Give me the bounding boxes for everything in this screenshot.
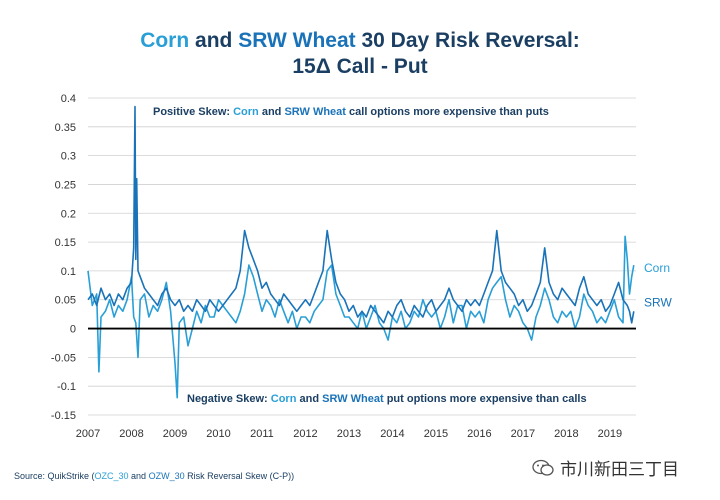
y-tick-label: 0 [70, 324, 76, 336]
y-tick-label: 0.15 [55, 237, 76, 249]
wechat-icon [532, 459, 554, 476]
x-tick-label: 2007 [76, 428, 100, 440]
x-tick-label: 2009 [163, 428, 187, 440]
x-tick-label: 2018 [554, 428, 578, 440]
y-tick-label: 0.2 [61, 208, 76, 220]
x-tick-label: 2008 [119, 428, 143, 440]
y-tick-label: -0.15 [51, 410, 76, 422]
y-tick-label: 0.25 [55, 179, 76, 191]
negative-skew-annotation: Negative Skew: Corn and SRW Wheat put op… [187, 393, 587, 405]
source-note: Source: QuikStrike (OZC_30 and OZW_30 Ri… [14, 471, 295, 481]
x-tick-label: 2019 [598, 428, 622, 440]
series-label-corn: Corn [644, 261, 670, 275]
title-rest: 30 Day Risk Reversal: [355, 29, 580, 52]
series-line-corn [87, 235, 635, 399]
y-tick-label: 0.4 [61, 93, 76, 105]
chart-title-line2: 15Δ Call - Put [292, 55, 428, 78]
chart-title-line1: Corn and SRW Wheat 30 Day Risk Reversal: [0, 28, 720, 54]
x-tick-label: 2011 [250, 428, 274, 440]
y-tick-label: -0.1 [57, 381, 76, 393]
y-tick-label: 0.05 [55, 295, 76, 307]
x-tick-label: 2010 [206, 428, 230, 440]
y-tick-label: 0.3 [61, 151, 76, 163]
x-tick-label: 2013 [337, 428, 361, 440]
positive-skew-annotation: Positive Skew: Corn and SRW Wheat call o… [153, 106, 549, 118]
x-tick-label: 2015 [424, 428, 448, 440]
x-tick-label: 2017 [511, 428, 535, 440]
y-tick-label: 0.35 [55, 122, 76, 134]
y-tick-label: 0.1 [61, 266, 76, 278]
title-corn: Corn [140, 29, 190, 52]
y-tick-label: -0.05 [51, 352, 76, 364]
x-tick-label: 2014 [380, 428, 404, 440]
title-srw: SRW Wheat [238, 29, 356, 52]
watermark: 市川新田三丁目 [532, 455, 679, 480]
title-and: and [189, 29, 239, 52]
x-tick-label: 2012 [293, 428, 317, 440]
series-line-srw [87, 105, 635, 324]
x-tick-label: 2016 [467, 428, 491, 440]
series-label-srw: SRW [644, 296, 672, 310]
watermark-text: 市川新田三丁目 [560, 460, 679, 479]
